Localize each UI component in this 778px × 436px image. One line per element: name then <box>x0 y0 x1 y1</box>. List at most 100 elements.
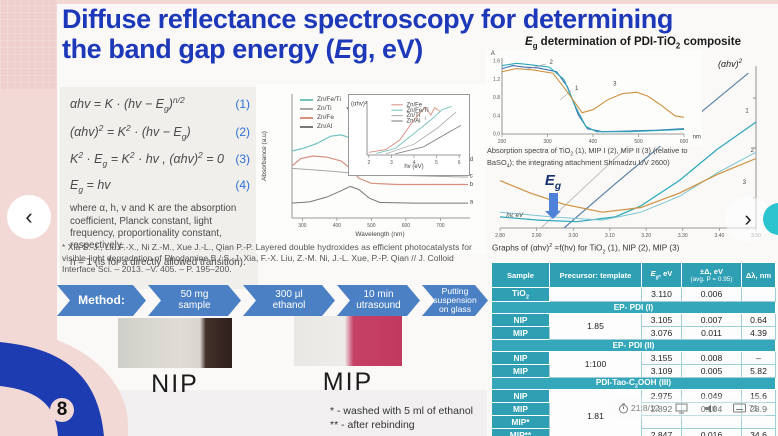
nip-photo <box>118 318 232 368</box>
display-icon[interactable] <box>675 403 688 414</box>
legend-item: Zn/Fe/Ti <box>300 96 341 103</box>
keyboard-icon <box>733 403 747 413</box>
cell-dl <box>741 287 776 302</box>
svg-text:(αhv)²: (αhv)² <box>351 101 367 107</box>
svg-text:Zn/Al: Zn/Al <box>406 119 420 125</box>
eg-marker: Eg <box>538 172 568 219</box>
figure-title: Eg determination of PDI-TiO2 composite <box>525 36 741 51</box>
table-section-row: EP- PDI (II) <box>491 338 776 352</box>
assistant-dot-button[interactable] <box>763 203 778 235</box>
cell-pm: 0.006 <box>681 287 742 302</box>
footnotes: * - washed with 5 ml of ethanol ** - aft… <box>330 404 473 432</box>
svg-text:Zn/Fe: Zn/Fe <box>406 102 422 108</box>
equation-1: αhv = K · (hv − Eg)n/2 (1) <box>70 95 250 114</box>
cell-eg: 3.155 <box>641 350 682 365</box>
legend-label: Zn/Fe/Ti <box>317 96 341 103</box>
legend-item: Zn/Al <box>300 123 341 130</box>
screen-overlay-toolbar: 21:8/12 71 <box>610 396 766 420</box>
svg-text:3: 3 <box>390 160 393 166</box>
legend-swatch <box>300 98 313 101</box>
cell-eg <box>641 415 682 430</box>
timer-icon <box>619 402 629 413</box>
cell-eg: 3.109 <box>641 363 682 378</box>
svg-text:0.8: 0.8 <box>493 95 500 101</box>
equation-3-number: (3) <box>235 152 250 167</box>
legend-item: Zn/Ti <box>300 105 341 112</box>
cell-dl: 0.64 <box>741 312 776 327</box>
header-precursor: Precursor: template <box>549 262 642 288</box>
svg-text:200: 200 <box>498 139 507 145</box>
timer-text: 21:8/12 <box>631 403 660 413</box>
header-pm: ±Δ, eV (avg. P = 0.95) <box>681 262 742 288</box>
svg-text:3.10: 3.10 <box>605 233 615 239</box>
equation-3-body: K2 · Eg = K2 · hv , (αhv)2 = 0 <box>70 150 224 169</box>
previous-slide-button[interactable]: ‹ <box>7 195 51 239</box>
table-row: NIP 1.85 3.105 0.007 0.64 <box>491 312 776 340</box>
legend-label: Zn/Ti <box>317 105 332 112</box>
svg-text:3.00: 3.00 <box>568 233 578 239</box>
svg-text:A: A <box>491 51 495 57</box>
svg-text:2.90: 2.90 <box>532 233 542 239</box>
keyboard-group[interactable]: 71 <box>733 403 758 413</box>
cell-sample: MIP <box>491 402 550 417</box>
equation-1-number: (1) <box>235 97 250 112</box>
cell-pm: 0.104 <box>681 402 742 417</box>
eg-label: Eg <box>544 172 562 192</box>
cell-pm: 0.005 <box>681 363 742 378</box>
legend-label: Zn/Al <box>317 123 333 130</box>
timer-group[interactable]: 21:8/12 <box>618 402 660 414</box>
section-label: EP- PDI (I) <box>491 300 776 314</box>
table-row: NIP 1:100 3.155 0.008 – <box>491 350 776 378</box>
legend-swatch <box>300 116 313 119</box>
cell-precursor <box>549 287 642 302</box>
svg-text:b: b <box>470 182 474 188</box>
svg-text:500: 500 <box>634 139 643 145</box>
svg-text:2: 2 <box>750 148 754 154</box>
results-table: Sample Precursor: template Eg, eV ±Δ, eV… <box>491 262 776 436</box>
spectra-legend: Zn/Fe/Ti Zn/Ti Zn/Fe Zn/Al <box>300 96 341 132</box>
table-row: NIP 1.81 2.975 0.049 15.6 <box>491 389 776 436</box>
equation-4: Eg = hv (4) <box>70 178 250 195</box>
method-step-label: Method: <box>57 285 146 316</box>
svg-text:2: 2 <box>367 160 370 166</box>
svg-text:d: d <box>470 157 473 163</box>
cell-precursor: 1:100 <box>549 350 642 378</box>
svg-text:2.80: 2.80 <box>495 233 505 239</box>
svg-text:1.2: 1.2 <box>493 77 500 83</box>
table-row: MIP 2.892 0.104 28.9 <box>491 402 776 417</box>
eg-arrow-icon <box>548 193 558 211</box>
cell-eg: 2.892 <box>641 402 682 417</box>
cell-eg: 2.847 <box>641 428 682 436</box>
tauc-caption: Graphs of (αhv)2 =f(hv) for TiO2 (1), NI… <box>492 243 680 256</box>
table-row: MIP* <box>491 415 776 430</box>
method-step-ethanol: 300 µl ethanol <box>243 285 335 316</box>
cell-dl: 5.82 <box>741 363 776 378</box>
svg-text:300: 300 <box>543 139 552 145</box>
svg-text:400: 400 <box>589 139 598 145</box>
cell-eg: 3.076 <box>641 325 682 340</box>
footnote-washed: * - washed with 5 ml of ethanol <box>330 405 473 417</box>
header-pm-main: ±Δ, eV <box>699 267 724 276</box>
svg-text:0.4: 0.4 <box>493 113 500 119</box>
cell-sample: MIP** <box>491 428 550 436</box>
absorption-spectra-plot: 200 300 400 500 600 1.6 1.2 0.8 0.4 0.0 2 1 3 Anm <box>486 50 702 146</box>
next-slide-button[interactable]: › <box>725 196 771 242</box>
svg-text:6: 6 <box>458 160 461 166</box>
svg-text:400: 400 <box>333 223 342 229</box>
svg-text:Zn/Ti: Zn/Ti <box>406 113 419 119</box>
svg-text:Zn/Fe/Ti: Zn/Fe/Ti <box>406 108 428 114</box>
svg-text:600: 600 <box>402 223 411 229</box>
legend-swatch <box>300 107 313 110</box>
legend-item: Zn/Fe <box>300 114 341 121</box>
title-line-2: the band gap energy (Eg, eV) <box>62 34 423 65</box>
svg-text:1.6: 1.6 <box>493 59 500 65</box>
equation-2: (αhv)2 = K2 · (hv − Eg) (2) <box>70 123 250 142</box>
slide-bottom-band <box>57 390 487 436</box>
corner-texture <box>0 0 57 90</box>
svg-text:600: 600 <box>680 139 689 145</box>
absorbance-spectra-chart: Absorbance (a.u) Wavelength (nm) 300 400 5… <box>256 84 486 254</box>
speaker-icon[interactable] <box>704 403 717 414</box>
cell-pm: 0.016 <box>681 428 742 436</box>
svg-text:↓: ↓ <box>424 115 427 121</box>
